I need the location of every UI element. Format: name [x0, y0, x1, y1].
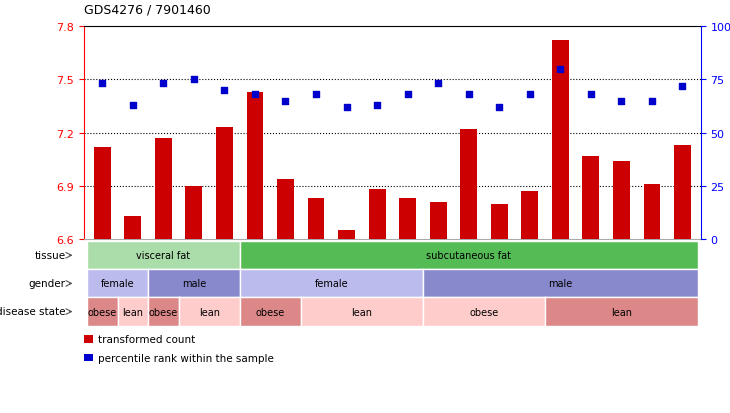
Point — [127, 102, 139, 109]
Bar — [613, 161, 630, 240]
Bar — [94, 147, 111, 240]
Text: tissue: tissue — [35, 250, 66, 260]
Bar — [399, 199, 416, 240]
Point — [524, 92, 536, 98]
Point — [341, 104, 353, 111]
Bar — [277, 179, 294, 240]
Bar — [216, 128, 233, 240]
Point — [280, 98, 291, 104]
Text: lean: lean — [199, 307, 220, 317]
Bar — [338, 231, 355, 240]
Bar — [84, 354, 93, 362]
Text: lean: lean — [611, 307, 632, 317]
Text: obese: obese — [469, 307, 499, 317]
Bar — [674, 146, 691, 240]
Text: lean: lean — [123, 307, 143, 317]
Bar — [155, 138, 172, 240]
Point — [493, 104, 505, 111]
Point — [372, 102, 383, 109]
Point — [96, 81, 108, 88]
Text: gender: gender — [29, 278, 66, 288]
Text: obese: obese — [255, 307, 285, 317]
Point — [188, 77, 200, 83]
Bar — [307, 199, 324, 240]
Text: GDS4276 / 7901460: GDS4276 / 7901460 — [84, 4, 211, 17]
Text: male: male — [182, 279, 206, 289]
Text: female: female — [315, 279, 348, 289]
Point — [432, 81, 444, 88]
Bar — [369, 190, 385, 240]
Bar — [521, 192, 538, 240]
Point — [646, 98, 658, 104]
Text: obese: obese — [88, 307, 117, 317]
Point — [615, 98, 627, 104]
Bar — [124, 216, 141, 240]
Text: female: female — [101, 279, 134, 289]
Point — [310, 92, 322, 98]
Text: visceral fat: visceral fat — [137, 251, 191, 261]
Bar — [644, 185, 661, 240]
Text: lean: lean — [351, 307, 372, 317]
Point — [158, 81, 169, 88]
Text: subcutaneous fat: subcutaneous fat — [426, 251, 511, 261]
Bar — [247, 93, 264, 240]
Bar — [552, 41, 569, 240]
Bar — [84, 336, 93, 343]
Point — [585, 92, 596, 98]
Text: transformed count: transformed count — [98, 335, 195, 344]
Point — [463, 92, 474, 98]
Point — [249, 92, 261, 98]
Text: obese: obese — [149, 307, 178, 317]
Point — [218, 88, 230, 94]
Text: percentile rank within the sample: percentile rank within the sample — [98, 353, 274, 363]
Bar — [491, 204, 507, 240]
Bar — [430, 202, 447, 240]
Bar — [583, 156, 599, 240]
Point — [677, 83, 688, 90]
Text: disease state: disease state — [0, 306, 66, 316]
Bar — [461, 130, 477, 240]
Point — [402, 92, 413, 98]
Bar — [185, 186, 202, 240]
Point — [555, 66, 566, 73]
Text: male: male — [548, 279, 572, 289]
